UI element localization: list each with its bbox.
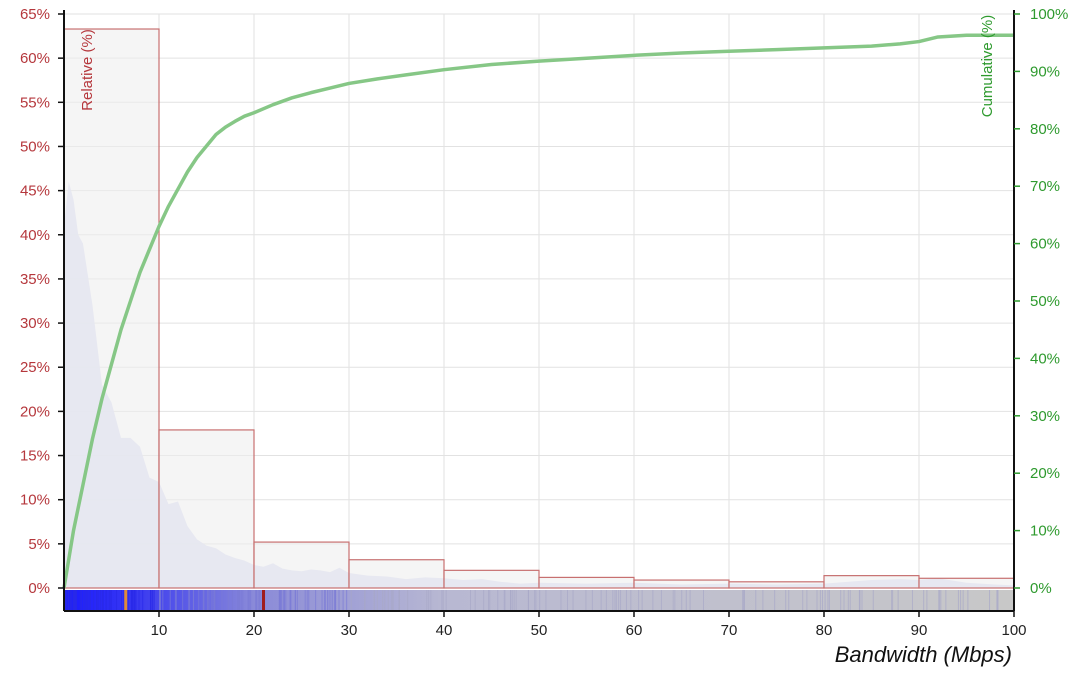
y-right-tick-label: 30%: [1030, 408, 1060, 425]
y-right-tick-label: 70%: [1030, 178, 1060, 195]
histogram-bar: [633, 579, 730, 589]
rug-strip: [64, 590, 1014, 611]
rug-marker: [124, 590, 128, 611]
x-tick-label: 80: [816, 622, 833, 639]
y-left-tick-label: 10%: [20, 492, 50, 509]
y-axis-right-label: Cumulative (%): [979, 15, 996, 118]
x-tick-label: 10: [151, 622, 168, 639]
y-right-tick-label: 80%: [1030, 121, 1060, 138]
y-right-tick-label: 90%: [1030, 63, 1060, 80]
y-left-tick-label: 55%: [20, 94, 50, 111]
histogram-bar: [253, 541, 350, 589]
histogram-bar: [918, 577, 1015, 589]
x-tick-label: 50: [531, 622, 548, 639]
x-tick-label: 90: [911, 622, 928, 639]
y-right-tick-label: 10%: [1030, 523, 1060, 540]
cumulative-line: [62, 33, 1014, 589]
y-left-tick-label: 40%: [20, 227, 50, 244]
cumulative-line-layer: [62, 33, 1014, 589]
y-left-tick-label: 50%: [20, 138, 50, 155]
histogram-bar: [158, 429, 255, 589]
y-left-tick-label: 25%: [20, 359, 50, 376]
y-left-tick-label: 60%: [20, 50, 50, 67]
y-left-tick-label: 5%: [28, 536, 50, 553]
rug-marker: [262, 590, 265, 611]
y-left-tick-label: 45%: [20, 183, 50, 200]
histogram-bar: [728, 581, 825, 589]
y-left-tick-label: 65%: [20, 6, 50, 23]
y-left-tick-label: 30%: [20, 315, 50, 332]
x-tick-label: 70: [721, 622, 738, 639]
y-left-tick-label: 0%: [28, 580, 50, 597]
x-tick-label: 60: [626, 622, 643, 639]
x-axis-label: Bandwidth (Mbps): [835, 642, 1012, 667]
x-tick-label: 100: [1001, 622, 1026, 639]
y-right-tick-label: 100%: [1030, 6, 1068, 23]
y-axis-left-label: Relative (%): [79, 29, 96, 111]
grid: [64, 13, 1015, 589]
y-left-tick-label: 20%: [20, 403, 50, 420]
y-right-tick-label: 20%: [1030, 465, 1060, 482]
histogram-bars-layer: [63, 28, 1015, 589]
y-left-tick-label: 15%: [20, 448, 50, 465]
y-right-tick-label: 0%: [1030, 580, 1052, 597]
histogram-bar: [823, 575, 920, 589]
y-left-tick-label: 35%: [20, 271, 50, 288]
histogram-bar: [538, 576, 635, 589]
histogram-bar: [348, 559, 445, 589]
x-tick-label: 20: [246, 622, 263, 639]
histogram-bar: [443, 569, 540, 589]
y-right-tick-label: 60%: [1030, 236, 1060, 253]
x-tick-label: 30: [341, 622, 358, 639]
axes-layer: 0% 5% 10% 15% 20% 25% 30% 35% 40% 45% 50% 55% 60% 65%…: [20, 6, 1068, 639]
y-right-tick-label: 50%: [1030, 293, 1060, 310]
x-tick-label: 40: [436, 622, 453, 639]
y-right-tick-label: 40%: [1030, 350, 1060, 367]
rug-strip-layer: [63, 590, 1014, 611]
